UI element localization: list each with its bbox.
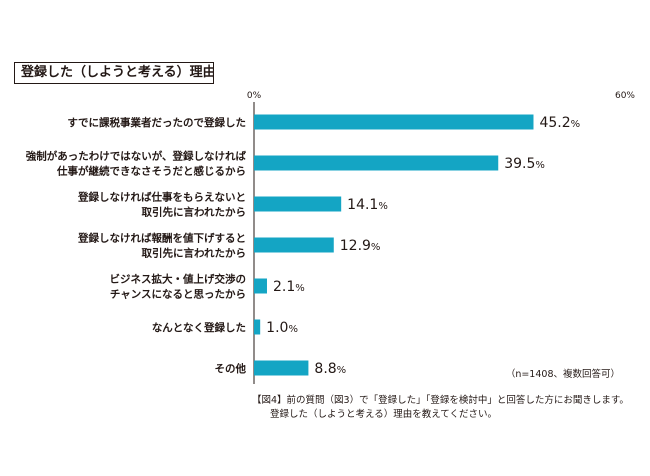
data-label-unit: % (535, 160, 545, 171)
data-label: 45.2% (539, 115, 580, 131)
chart-title: 登録した（しようと考える）理由 (14, 62, 214, 84)
category-label: なんとなく登録した (152, 321, 246, 334)
data-label: 14.1% (347, 197, 388, 213)
data-label-unit: % (337, 365, 347, 376)
category-label: 仕事が継続できなさそうだと感じるから (56, 165, 246, 178)
x-tick-label: 60% (615, 91, 635, 101)
data-label: 2.1% (273, 279, 305, 295)
bar (254, 319, 261, 335)
category-label: すでに課税事業者だったので登録した (67, 116, 246, 129)
category-label: 取引先に言われたから (142, 247, 246, 260)
data-label-value: 14.1 (347, 197, 378, 213)
bar (254, 278, 267, 294)
category-label: その他 (215, 362, 247, 375)
data-label: 12.9% (340, 238, 381, 254)
category-label: 登録しなければ仕事をもらえないと (77, 191, 246, 204)
category-label: ビジネス拡大・値上げ交渉の (110, 273, 247, 286)
bar (254, 237, 334, 253)
category-label: 取引先に言われたから (142, 206, 246, 219)
data-label: 1.0% (266, 320, 298, 336)
data-label-unit: % (378, 201, 388, 212)
data-label-value: 39.5 (504, 156, 535, 172)
data-label: 39.5% (504, 156, 545, 172)
data-label-unit: % (295, 283, 305, 294)
category-label: チャンスになると思ったから (110, 289, 246, 301)
x-tick-label: 0% (247, 91, 262, 101)
data-label-value: 2.1 (273, 279, 295, 295)
data-label-unit: % (371, 242, 381, 253)
data-label-value: 45.2 (539, 115, 570, 131)
category-label: 登録しなければ報酬を値下げすると (77, 232, 246, 245)
data-label-unit: % (288, 324, 298, 335)
data-label-value: 8.8 (314, 361, 336, 377)
caption-line-2: 登録した（しようと考える）理由を教えてください。 (270, 409, 497, 420)
caption-line-1: 【図4】前の質問（図3）で「登録した」「登録を検討中」と回答した方にお聞きします… (252, 395, 629, 406)
category-label: 強制があったわけではないが、登録しなければ (26, 150, 247, 163)
data-label-value: 12.9 (340, 238, 371, 254)
sample-note: （n=1408、複数回答可） (506, 368, 620, 380)
bar (254, 155, 499, 171)
data-label: 8.8% (314, 361, 346, 377)
figure-caption: 【図4】前の質問（図3）で「登録した」「登録を検討中」と回答した方にお聞きします… (252, 394, 632, 422)
data-label-unit: % (571, 119, 581, 130)
bar (254, 360, 309, 376)
data-label-value: 1.0 (266, 320, 288, 336)
bar (254, 114, 534, 130)
bar (254, 196, 342, 212)
